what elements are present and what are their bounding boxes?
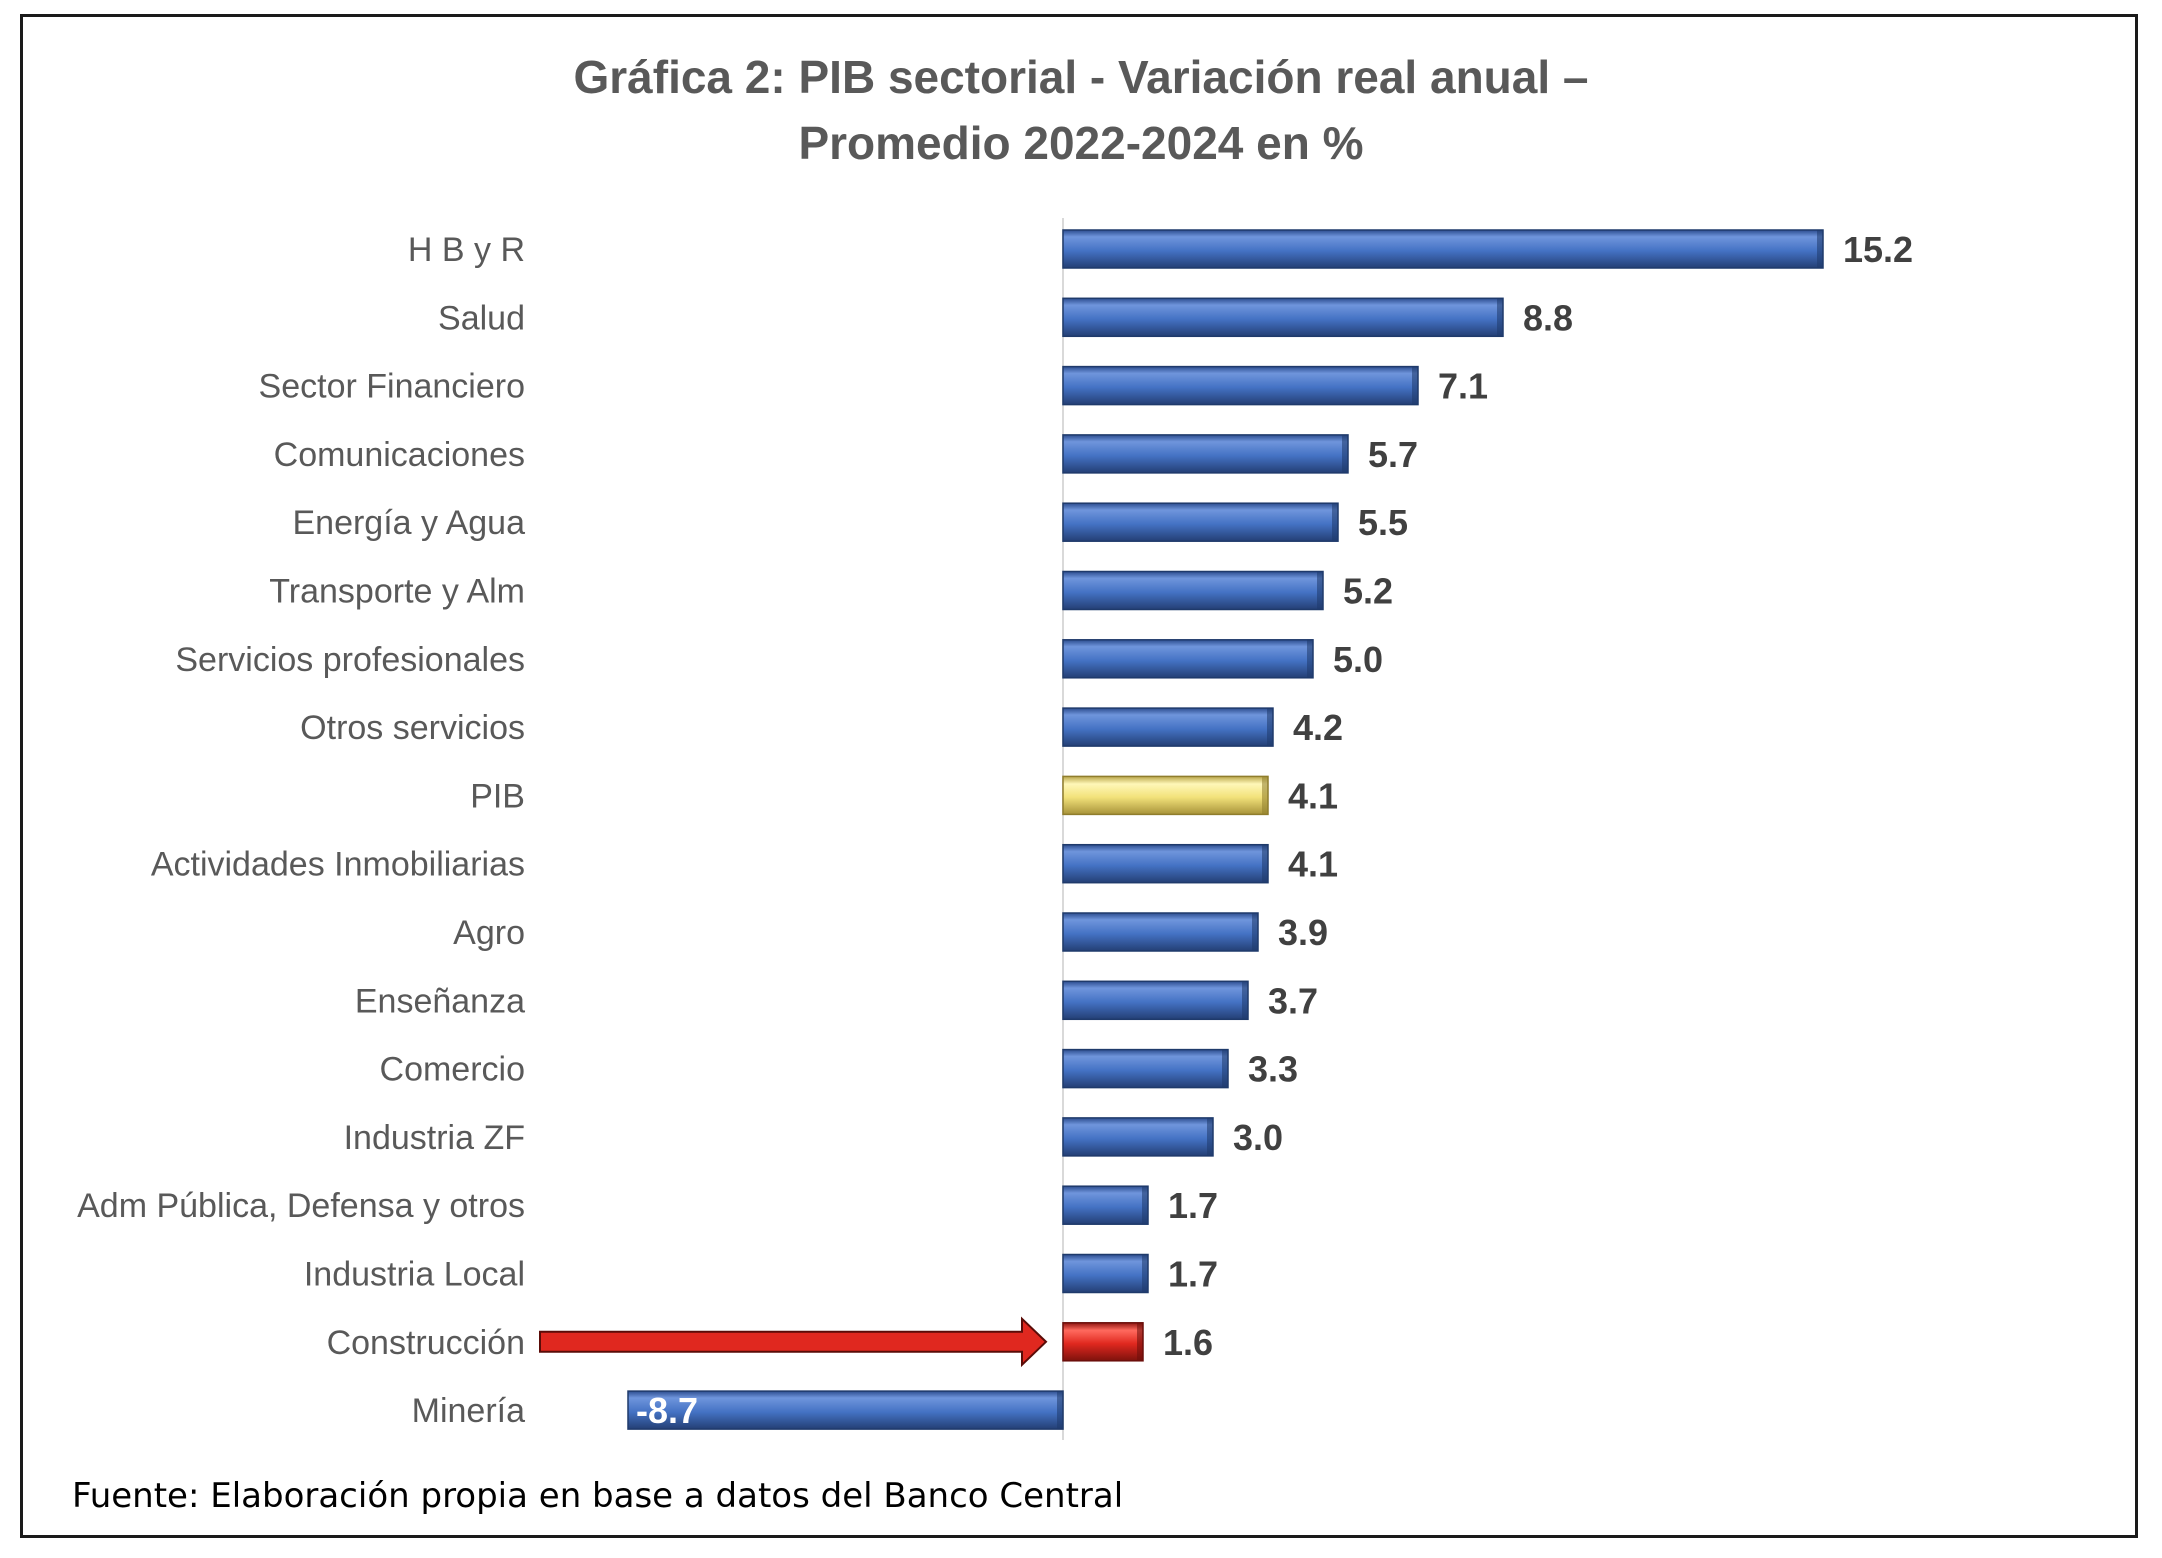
bar [1062,1185,1149,1225]
category-label: Minería [412,1392,525,1430]
bar-bevel [1252,913,1258,951]
bar-bevel [1262,776,1268,815]
bar-bevel [1332,503,1338,542]
chart-title-line-2: Promedio 2022-2024 en % [798,117,1364,169]
value-label: 3.3 [1248,1049,1298,1090]
bar-bevel [1307,639,1313,678]
bar [627,1390,1064,1430]
value-label: 7.1 [1438,366,1488,407]
category-label: Agro [453,914,525,952]
chart-title-line-1: Gráfica 2: PIB sectorial - Variación rea… [573,51,1589,103]
category-label: Transporte y Alm [269,573,525,611]
source-note: Fuente: Elaboración propia en base a dat… [72,1476,1124,1516]
arrow-annotation [539,1316,1048,1368]
category-label: Comunicaciones [274,436,525,474]
value-label: 5.5 [1358,502,1408,543]
bar-bevel [1142,1254,1148,1293]
value-label: 3.0 [1233,1117,1283,1158]
category-label: Adm Pública, Defensa y otros [77,1187,525,1225]
value-label: -8.7 [636,1390,698,1431]
bar-bevel [1262,844,1268,883]
value-label: 5.2 [1343,571,1393,612]
value-label: 4.2 [1293,707,1343,748]
value-label: 4.1 [1288,844,1338,885]
category-label: Actividades Inmobiliarias [151,846,525,884]
bar [1062,1117,1214,1157]
bar-bevel [1207,1117,1213,1156]
bar [1062,434,1349,474]
value-label: 5.0 [1333,639,1383,680]
value-label: 1.6 [1163,1322,1213,1363]
bar [1062,980,1249,1021]
bar-bevel [1317,571,1323,610]
bar [1062,1322,1144,1362]
value-label: 1.7 [1168,1254,1218,1295]
category-label: H B y R [408,231,525,269]
bar [1062,502,1339,542]
chart-title: Gráfica 2: PIB sectorial - Variación rea… [0,44,2162,176]
value-label: 5.7 [1368,434,1418,475]
bar-bevel [1412,366,1418,405]
category-label: Salud [438,299,525,337]
bar [1062,775,1269,816]
category-label: Industria ZF [344,1119,525,1157]
bar-bevel [1242,981,1248,1020]
value-label: 3.9 [1278,912,1328,953]
category-label: Construcción [327,1324,525,1362]
category-label: Servicios profesionales [175,641,525,679]
category-label: Comercio [380,1051,525,1089]
bar-bevel [1142,1186,1148,1225]
category-label: Otros servicios [300,709,525,747]
bar [1062,570,1324,611]
bar-bevel [1342,434,1348,473]
category-label: Sector Financiero [259,368,525,406]
value-label: 8.8 [1523,297,1573,338]
bar-bevel [1057,1391,1063,1430]
bar-bevel [1497,298,1503,337]
value-label: 4.1 [1288,775,1338,816]
bar [1062,1253,1149,1294]
bar [1062,229,1824,269]
category-label: PIB [470,777,525,815]
value-label: 15.2 [1843,229,1913,270]
bar [1062,639,1314,679]
bar-bevel [1817,230,1823,268]
bar [1062,912,1259,952]
bar [1062,297,1504,338]
bar [1062,843,1269,884]
category-label: Industria Local [304,1256,525,1294]
bar [1062,365,1419,406]
bar [1062,707,1274,747]
value-label: 1.7 [1168,1185,1218,1226]
bar-bevel [1137,1322,1143,1361]
bar-bevel [1222,1049,1228,1088]
bar-bevel [1267,708,1273,747]
category-label: Enseñanza [355,982,525,1020]
category-label: Energía y Agua [292,504,525,542]
bar [1062,1048,1229,1089]
value-label: 3.7 [1268,980,1318,1021]
